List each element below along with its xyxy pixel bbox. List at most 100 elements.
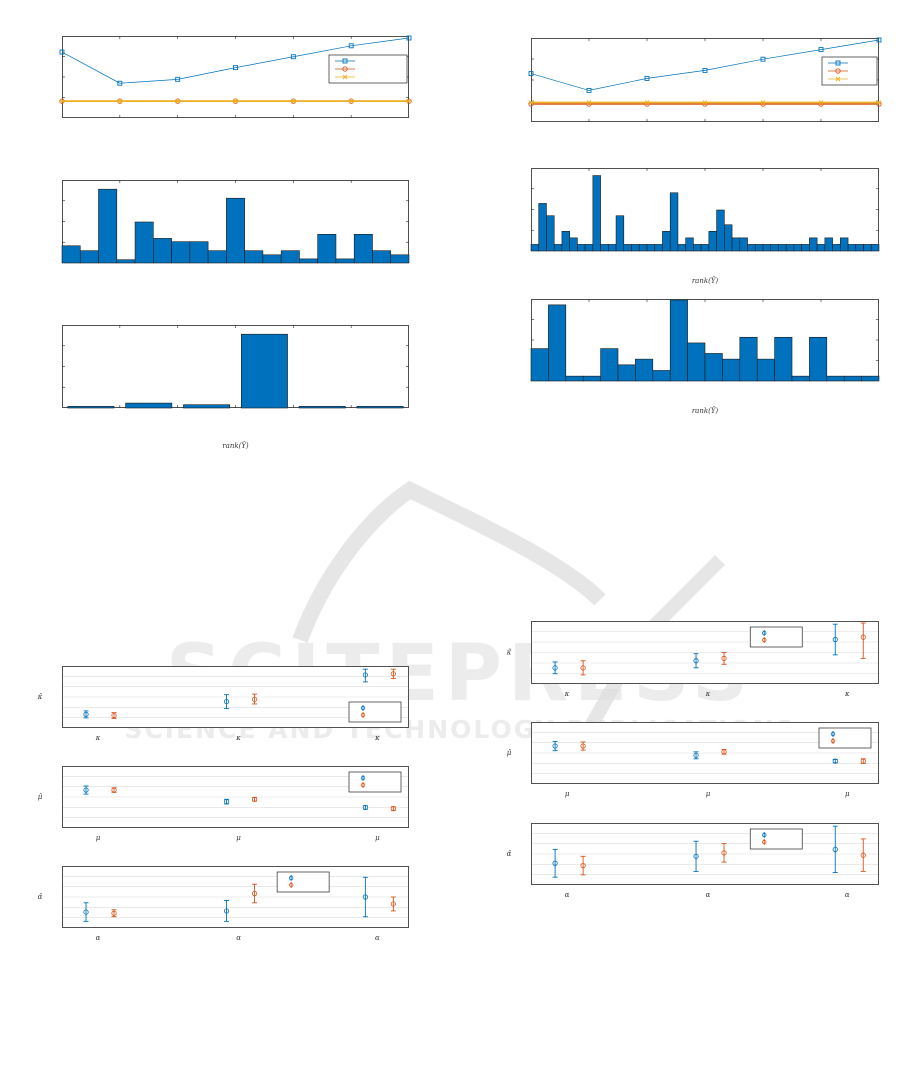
data-point xyxy=(818,100,824,105)
bar xyxy=(687,342,706,382)
bar xyxy=(816,244,826,252)
watermark-arc xyxy=(292,480,606,643)
bar xyxy=(840,237,849,252)
data-point xyxy=(586,87,592,93)
bar xyxy=(561,231,570,252)
bar xyxy=(638,244,648,252)
error-bar-point xyxy=(111,712,117,719)
bar xyxy=(708,231,717,252)
legend-box xyxy=(276,871,330,893)
bar xyxy=(548,304,567,382)
bar xyxy=(335,258,355,264)
bar xyxy=(716,209,725,252)
bar xyxy=(685,237,694,252)
error-bar-point xyxy=(580,665,586,671)
data-point xyxy=(876,37,882,43)
plot-frame xyxy=(531,722,879,784)
x-tick-label: κ xyxy=(235,734,241,742)
bar xyxy=(617,364,636,382)
y-axis-label: α̂ xyxy=(38,892,43,901)
data-point xyxy=(760,100,766,105)
data-point xyxy=(818,47,824,53)
bar xyxy=(652,370,671,382)
bar xyxy=(79,250,99,264)
data-point xyxy=(876,100,882,105)
bar xyxy=(870,244,880,252)
x-tick-label: α xyxy=(375,934,380,942)
data-point xyxy=(586,100,592,105)
bar xyxy=(125,402,173,409)
legend-box xyxy=(749,626,803,648)
bar xyxy=(98,188,118,264)
bar xyxy=(530,244,540,252)
x-tick-label: α xyxy=(236,934,241,942)
bar xyxy=(61,245,81,264)
error-bar-point xyxy=(721,655,727,662)
y-axis-label: μ̂ xyxy=(38,792,43,801)
bar xyxy=(298,406,346,409)
legend xyxy=(276,871,330,893)
x-tick-label: κ xyxy=(374,734,380,742)
error-bar xyxy=(362,876,368,918)
bar xyxy=(592,175,601,252)
error-bar-point xyxy=(223,799,230,805)
error-bar xyxy=(552,740,558,752)
bar xyxy=(654,244,663,252)
legend-marker xyxy=(342,66,348,72)
x-axis-label: rank(Ŷ) xyxy=(692,276,719,285)
error-bar xyxy=(552,661,558,675)
error-bar-point xyxy=(223,908,230,914)
bar xyxy=(183,404,231,409)
error-bar xyxy=(832,758,838,764)
data-point xyxy=(702,100,708,105)
x-tick-label: κ xyxy=(95,734,101,742)
bar xyxy=(791,375,810,382)
data-point xyxy=(291,98,296,104)
legend-box xyxy=(348,771,402,793)
series-line-1 xyxy=(530,39,880,91)
legend-marker xyxy=(762,839,767,845)
bar xyxy=(538,203,547,252)
bar xyxy=(530,348,549,382)
data-point xyxy=(117,80,123,86)
error-bar xyxy=(362,804,368,811)
error-bar xyxy=(721,652,727,665)
bar xyxy=(631,244,640,252)
error-bar-point xyxy=(552,860,558,866)
bar xyxy=(669,299,688,382)
x-axis-label: rank(Ŷ) xyxy=(692,406,719,415)
bar xyxy=(600,348,619,382)
chart-E4: κ κ κ κ̂ xyxy=(506,621,879,698)
x-tick-label: α xyxy=(706,891,711,899)
bar xyxy=(390,254,410,264)
series-line-1 xyxy=(61,37,410,84)
error-bar-point xyxy=(83,909,89,915)
bar xyxy=(240,333,288,409)
bar xyxy=(584,244,594,252)
bar xyxy=(832,244,841,252)
chart-B1 xyxy=(61,180,410,264)
legend xyxy=(821,56,878,86)
error-bar xyxy=(251,693,258,705)
legend-marker xyxy=(288,875,294,881)
chart-B3: rank(Ŷ) xyxy=(530,168,880,285)
bar xyxy=(280,250,300,264)
error-bar-point xyxy=(552,743,558,749)
error-bar xyxy=(251,883,258,904)
error-bar xyxy=(580,660,586,676)
bar xyxy=(600,244,609,252)
bar xyxy=(116,259,136,264)
data-point xyxy=(760,56,766,62)
legend-marker xyxy=(360,705,366,711)
bar xyxy=(824,237,833,252)
legend xyxy=(348,771,402,793)
error-bar-point xyxy=(83,787,89,793)
bar xyxy=(372,250,392,264)
legend-marker xyxy=(830,738,836,744)
x-tick-label: κ xyxy=(564,690,570,698)
bar xyxy=(722,358,741,382)
legend-marker xyxy=(360,712,366,718)
bar xyxy=(207,250,227,264)
error-bar-point xyxy=(390,805,396,812)
plot-frame xyxy=(531,621,879,684)
